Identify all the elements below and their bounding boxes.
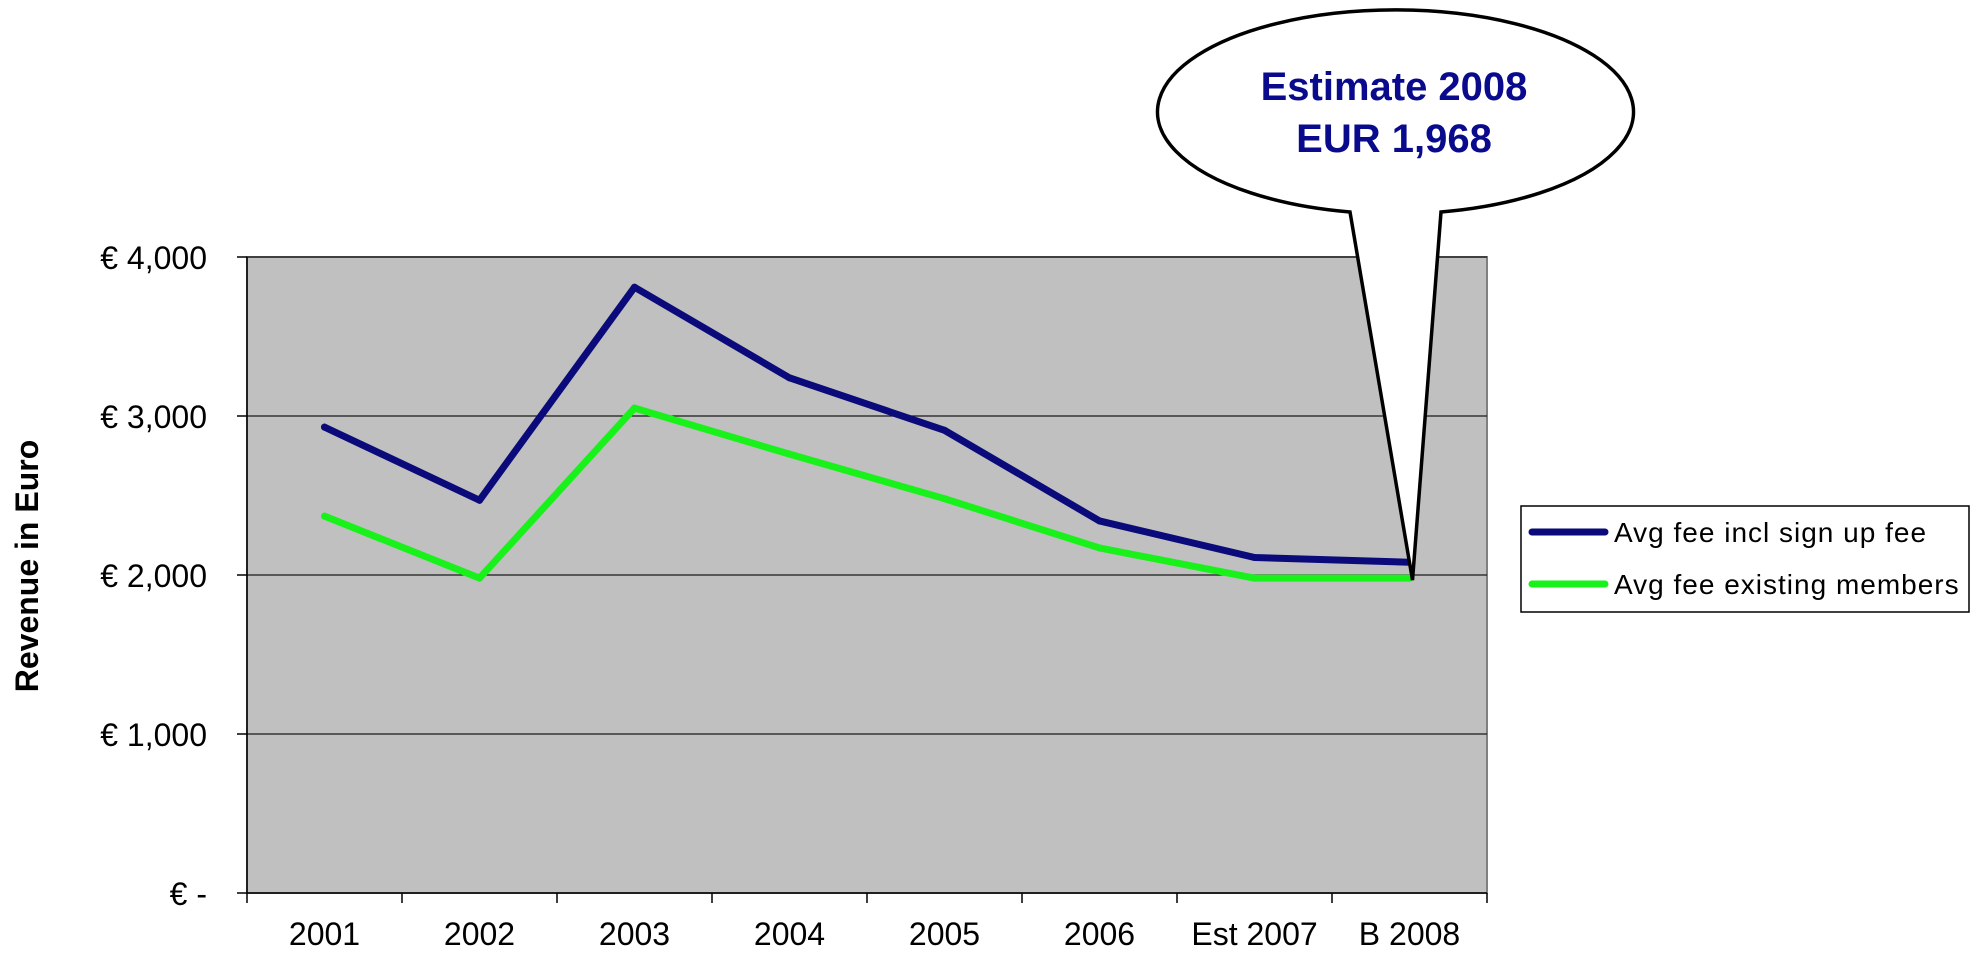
x-tick-label: 2002 (444, 916, 515, 952)
x-tick-label: 2005 (909, 916, 980, 952)
x-tick-label: B 2008 (1359, 916, 1460, 952)
data-point (1251, 574, 1258, 582)
data-point (941, 426, 948, 434)
y-tick-label: € 1,000 (100, 717, 207, 753)
data-point (321, 423, 328, 431)
axes: € - € 1,000 € 2,000 € 3,000 € 4,000 2001 2002 2… (100, 240, 1488, 952)
legend-label: Avg fee incl sign up fee (1614, 517, 1927, 548)
series-line-2 (321, 404, 1413, 582)
x-tick-label: 2003 (599, 916, 670, 952)
data-point (631, 283, 638, 291)
y-tick-label: € 2,000 (100, 558, 207, 594)
callout-text-line: Estimate 2008 (1261, 65, 1528, 109)
legend-box (1520, 505, 1970, 613)
y-axis-title: Revenue in Euro (9, 440, 45, 693)
data-point (321, 512, 328, 520)
data-point (786, 374, 793, 382)
legend: Avg fee incl sign up fee Avg fee existing… (1520, 505, 1970, 613)
y-tick-label: € 4,000 (100, 240, 207, 276)
data-point (1096, 517, 1103, 525)
data-point (476, 574, 483, 582)
x-tick-label: 2004 (754, 916, 825, 952)
x-tick-label: Est 2007 (1191, 916, 1317, 952)
data-point (941, 495, 948, 503)
legend-label: Avg fee existing members (1614, 569, 1960, 600)
estimate-callout: Estimate 2008 EUR 1,968 (1155, 8, 1636, 581)
data-point (786, 450, 793, 458)
series-lines (321, 283, 1413, 582)
data-point (1251, 554, 1258, 562)
data-point (1096, 544, 1103, 552)
callout-bubble (1155, 8, 1636, 581)
data-point (631, 404, 638, 412)
x-tick-label: 2001 (289, 916, 360, 952)
y-tick-label: € - (170, 876, 207, 912)
x-tick-label: 2006 (1064, 916, 1135, 952)
callout-text-line: EUR 1,968 (1296, 117, 1492, 161)
series-line-1 (321, 283, 1413, 566)
y-tick-label: € 3,000 (100, 399, 207, 435)
data-point (476, 496, 483, 504)
